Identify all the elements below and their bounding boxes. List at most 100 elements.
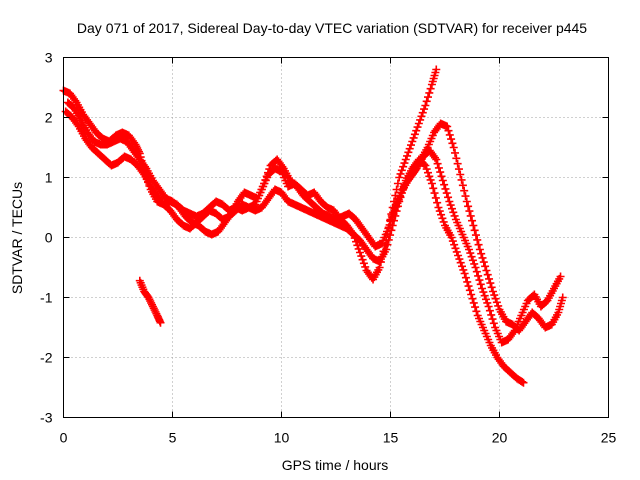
data-point [262,172,271,181]
data-point [464,245,473,254]
data-point [411,166,420,175]
data-point [147,298,156,307]
data-point [481,262,490,271]
axis-ticks [63,57,609,418]
data-point [475,245,484,254]
data-point [148,300,157,309]
data-point [459,265,468,274]
data-point [464,202,473,211]
data-point [441,184,450,193]
data-point [443,122,452,131]
data-point [429,184,438,193]
data-point [385,220,394,229]
data-point [386,215,395,224]
data-point [399,162,408,171]
data-point [265,165,274,174]
x-tick-label: 25 [601,430,617,446]
data-point [470,259,479,268]
data-point [436,168,445,177]
data-point [463,277,472,286]
data-point [460,186,469,195]
data-point [452,154,461,163]
data-point [431,193,440,202]
data-point [421,161,430,170]
data-point [427,179,436,188]
data-point [519,378,528,387]
data-point [423,168,432,177]
data-point [408,137,417,146]
y-tick-label: 2 [45,110,53,126]
data-point [409,133,418,142]
x-tick-label: 0 [60,430,68,446]
x-tick-label: 15 [383,430,399,446]
data-point [518,377,527,386]
data-point [471,303,480,312]
data-point [485,306,494,315]
data-point [455,255,464,264]
data-point [440,180,449,189]
data-point [467,290,476,299]
data-point [150,306,159,315]
y-tick-label: 0 [45,230,53,246]
data-point [471,231,480,240]
data-point [484,302,493,311]
data-point [439,217,448,226]
data-point [426,175,435,184]
data-point [450,211,459,220]
x-tick-label: 20 [492,430,508,446]
data-point [432,155,441,164]
series-track-e [135,276,165,327]
data-point [412,126,421,135]
data-point [404,148,413,157]
data-point [468,294,477,303]
data-point [448,139,457,148]
data-point [391,201,400,210]
data-point [422,165,431,174]
data-point [460,269,469,278]
data-point [433,198,442,207]
y-tick-label: -2 [40,350,53,366]
data-point [423,93,432,102]
data-point [488,315,497,324]
data-point [456,258,465,267]
data-point [447,204,456,213]
data-point [486,279,495,288]
data-point [148,302,157,311]
data-point [468,216,477,225]
data-point [393,179,402,188]
data-point [263,168,272,177]
data-point [151,307,160,316]
data-point [434,163,443,172]
data-point [450,240,459,249]
data-point [389,208,398,217]
data-point [434,203,443,212]
x-axis-label: GPS time / hours [282,457,389,473]
data-point [558,293,567,302]
data-point [494,301,503,310]
data-point [395,173,404,182]
data-point [390,204,399,213]
data-point [422,97,431,106]
data-point [420,105,429,114]
data-point [438,176,447,185]
data-point [413,123,422,132]
data-point [468,256,477,265]
data-point [469,298,478,307]
data-point [445,130,454,139]
data-point [449,143,458,152]
data-point [465,207,474,216]
data-point [278,162,287,171]
data-point [451,244,460,253]
grid-lines [63,57,609,418]
data-point [401,155,410,164]
data-point [474,240,483,249]
data-point [400,159,409,168]
data-point [488,287,497,296]
data-point [487,283,496,292]
data-point [476,280,485,289]
data-point [453,159,462,168]
data-point [354,244,363,253]
data-point [474,271,483,280]
data-point [491,294,500,303]
data-point [473,235,482,244]
